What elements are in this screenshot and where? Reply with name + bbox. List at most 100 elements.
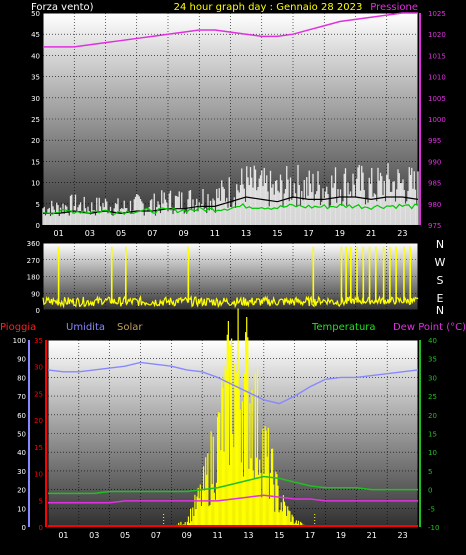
panel1-x-tick-label: 03 [85, 229, 95, 238]
pressure-axis-tick-label: 1005 [428, 95, 446, 103]
wind-axis-tick-label: 45 [31, 31, 40, 39]
rain-axis-tick-label: 15 [34, 444, 43, 452]
direction-axis-tick-label: 90 [31, 290, 40, 298]
dew-point-label: Dew Point (°C) [393, 322, 466, 333]
panel1-x-tick-label: 07 [147, 229, 157, 238]
panel3-x-tick-label: 15 [274, 531, 284, 540]
compass-label-n-bottom: N [436, 304, 444, 317]
panel1-x-tick-label: 17 [304, 229, 314, 238]
humidity-axis-tick-label: 60 [17, 412, 26, 420]
rain-axis-tick-label: 25 [34, 390, 43, 398]
wind-axis-tick-label: 10 [31, 180, 40, 188]
panel1-x-tick-label: 05 [116, 229, 126, 238]
humidity-axis-tick-label: 90 [17, 356, 26, 364]
pressure-axis-tick-label: 1020 [428, 31, 446, 39]
temperature-axis-tick-label: 10 [428, 449, 437, 457]
humidity-axis-tick-label: 10 [17, 505, 26, 513]
direction-axis-tick-label: 360 [27, 240, 40, 248]
temperature-axis-tick-label: 15 [428, 431, 437, 439]
pressure-axis-tick-label: 985 [428, 180, 441, 188]
pressure-axis-tick-label: 1015 [428, 52, 446, 60]
temperature-line [48, 475, 418, 495]
solar-label: Solar [117, 322, 143, 333]
panel3-x-tick-label: 13 [243, 531, 253, 540]
temperature-axis-tick-label: 40 [428, 337, 437, 345]
rain-axis-tick-label: 30 [34, 364, 43, 372]
humidity-axis-tick-label: 20 [17, 487, 26, 495]
panel1-x-tick-label: 19 [335, 229, 345, 238]
panel3-x-tick-label: 09 [182, 531, 192, 540]
humidity-axis-tick-label: 80 [17, 374, 26, 382]
temperature-axis-tick-label: 30 [428, 374, 437, 382]
pressure-axis-tick-label: 990 [428, 158, 441, 166]
humidity-line [47, 361, 419, 405]
panel1-x-tick-label: 09 [179, 229, 189, 238]
temperature-axis-tick-label: 5 [428, 468, 432, 476]
pressure-axis-tick-label: 1025 [428, 10, 446, 18]
panel3-x-tick-label: 11 [212, 531, 222, 540]
pressure-axis-tick-label: 980 [428, 201, 441, 209]
humidity-axis-tick-label: 30 [17, 468, 26, 476]
rain-axis-tick-label: 0 [39, 524, 43, 532]
panel1-x-tick-label: 21 [366, 229, 376, 238]
panel3-x-tick-label: 23 [397, 531, 407, 540]
panel3-x-tick-label: 03 [89, 531, 99, 540]
panel1-x-tick-label: 15 [272, 229, 282, 238]
wind-axis-tick-label: 15 [31, 158, 40, 166]
temperature-axis-tick-label: 35 [428, 356, 437, 364]
panel3-x-tick-label: 21 [367, 531, 377, 540]
humidity-axis-tick-label: 50 [17, 431, 26, 439]
wind-axis-tick-label: 25 [31, 116, 40, 124]
wind-direction-panel: 0 90 180 270 360 [27, 240, 419, 315]
compass-label-e: E [437, 292, 444, 305]
wind-gust-line [42, 203, 419, 215]
wind-axis-tick-label: 35 [31, 74, 40, 82]
temperature-axis-tick-label: -10 [428, 524, 439, 532]
panel3-x-tick-label: 19 [336, 531, 346, 540]
wind-axis-tick-label: 30 [31, 95, 40, 103]
compass-label-w: W [435, 256, 446, 269]
wind-average-line [43, 196, 419, 214]
humidity-axis-tick-label: 100 [13, 337, 26, 345]
temperature-axis-tick-label: 20 [428, 412, 437, 420]
compass-label-n-top: N [436, 238, 444, 251]
rain-humidity-temp-panel: 01 03 05 07 09 11 13 15 17 19 21 230102030405060708… [13, 308, 439, 540]
pressure-label: Pressione [370, 2, 418, 13]
humidity-axis-tick-label: 0 [22, 524, 26, 532]
panel1-x-tick-label: 13 [241, 229, 251, 238]
panel1-x-tick-label: 01 [54, 229, 64, 238]
rain-axis-tick-label: 10 [34, 471, 43, 479]
direction-axis-tick-label: 180 [27, 274, 40, 282]
pressure-axis-tick-label: 1010 [428, 74, 446, 82]
rain-axis-tick-label: 35 [34, 337, 43, 345]
temperature-axis-tick-label: -5 [428, 505, 435, 513]
dew-point-line [48, 494, 418, 504]
panel1-x-tick-label: 11 [210, 229, 220, 238]
temperature-axis-tick-label: 0 [428, 487, 432, 495]
panel3-x-tick-label: 05 [120, 531, 130, 540]
humidity-axis-tick-label: 40 [17, 449, 26, 457]
pressure-axis-tick-label: 975 [428, 222, 441, 230]
wind-axis-tick-label: 40 [31, 52, 40, 60]
direction-line [42, 294, 419, 309]
rain-axis-tick-label: 20 [34, 417, 43, 425]
panel3-x-tick-label: 07 [151, 531, 161, 540]
wind-axis-tick-label: 5 [36, 201, 40, 209]
wind-speed-label: Forza vento) [31, 2, 94, 13]
humidity-axis-tick-label: 70 [17, 393, 26, 401]
rain-label: Pioggia [0, 322, 36, 333]
direction-axis-tick-label: 270 [27, 257, 40, 265]
compass-label-s: S [437, 274, 444, 287]
wind-axis-tick-label: 20 [31, 137, 40, 145]
panel1-x-tick-label: 23 [397, 229, 407, 238]
temperature-label: Temperatura [311, 322, 376, 333]
temperature-axis-tick-label: 25 [428, 393, 437, 401]
rain-axis-tick-label: 5 [39, 497, 43, 505]
pressure-axis-tick-label: 1000 [428, 116, 446, 124]
pressure-axis-tick-label: 995 [428, 137, 441, 145]
wind-axis-tick-label: 0 [36, 222, 40, 230]
wind-pressure-panel: 01 03 05 07 09 11 13 15 17 19 21 230510152025303540… [31, 10, 446, 238]
pressure-line [43, 12, 418, 48]
wind-axis-tick-label: 50 [31, 10, 40, 18]
